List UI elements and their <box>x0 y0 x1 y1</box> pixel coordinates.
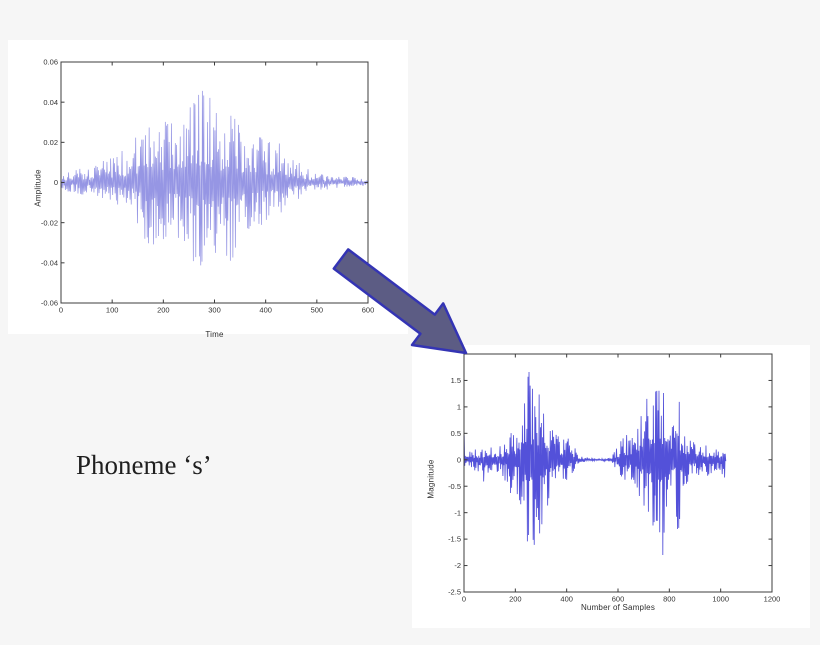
y-axis-label-amplitude-text: Amplitude <box>33 169 43 207</box>
x-tick-label: 200 <box>157 306 170 315</box>
y-tick-label: 0.5 <box>451 429 461 438</box>
y-tick-label: 1 <box>457 402 461 411</box>
samples-waveform-chart: 0 200 400 600 800 1000 1200 1.5 1 0.5 0 -0.5 -1 -1.5 -… <box>448 353 781 604</box>
y-tick-label: 0.04 <box>43 98 58 107</box>
y-tick-label: -0.04 <box>41 258 58 267</box>
x-axis-label-samples: Number of Samples <box>580 603 656 612</box>
x-tick-label: 200 <box>509 595 522 604</box>
waveform-trace <box>463 371 727 556</box>
y-axis-label-magnitude-text: Magnitude <box>426 459 436 499</box>
x-tick-label: 1200 <box>764 595 781 604</box>
y-tick-label: 0.06 <box>43 58 58 67</box>
y-tick-label: -0.5 <box>448 482 461 491</box>
x-tick-label: 100 <box>106 306 119 315</box>
x-axis-label-time: Time <box>205 330 224 339</box>
time-waveform-chart: 0 100 200 300 400 500 600 0.06 0.04 0.02 0 -0.02 -0.… <box>41 58 375 315</box>
phoneme-caption: Phoneme ‘s’ <box>76 450 212 480</box>
samples-waveform-panel: 0 200 400 600 800 1000 1200 1.5 1 0.5 0 -0.5 -1 -1.5 -… <box>412 345 810 628</box>
y-tick-label: 1.5 <box>451 376 461 385</box>
x-tick-label: 0 <box>59 306 63 315</box>
y-tick-label: 0.02 <box>43 138 58 147</box>
x-tick-label: 300 <box>208 306 221 315</box>
x-tick-label: 500 <box>311 306 324 315</box>
x-tick-label: 800 <box>663 595 676 604</box>
y-tick-label: -1.5 <box>448 535 461 544</box>
x-tick-label: 0 <box>462 595 466 604</box>
x-tick-label: 1000 <box>712 595 729 604</box>
y-tick-label: -0.06 <box>41 299 58 308</box>
x-tick-label: 600 <box>362 306 375 315</box>
x-tick-label: 400 <box>259 306 272 315</box>
x-tick-label: 600 <box>612 595 625 604</box>
waveform-trace <box>60 90 369 266</box>
y-tick-label: 0 <box>457 455 461 464</box>
y-tick-label: 0 <box>54 178 58 187</box>
time-waveform-panel: 0 100 200 300 400 500 600 0.06 0.04 0.02 0 -0.02 -0.… <box>8 40 408 339</box>
y-tick-label: -2 <box>454 561 461 570</box>
y-tick-label: -2.5 <box>448 588 461 597</box>
y-tick-label: -1 <box>454 508 461 517</box>
y-tick-label: -0.02 <box>41 218 58 227</box>
x-tick-label: 400 <box>560 595 573 604</box>
